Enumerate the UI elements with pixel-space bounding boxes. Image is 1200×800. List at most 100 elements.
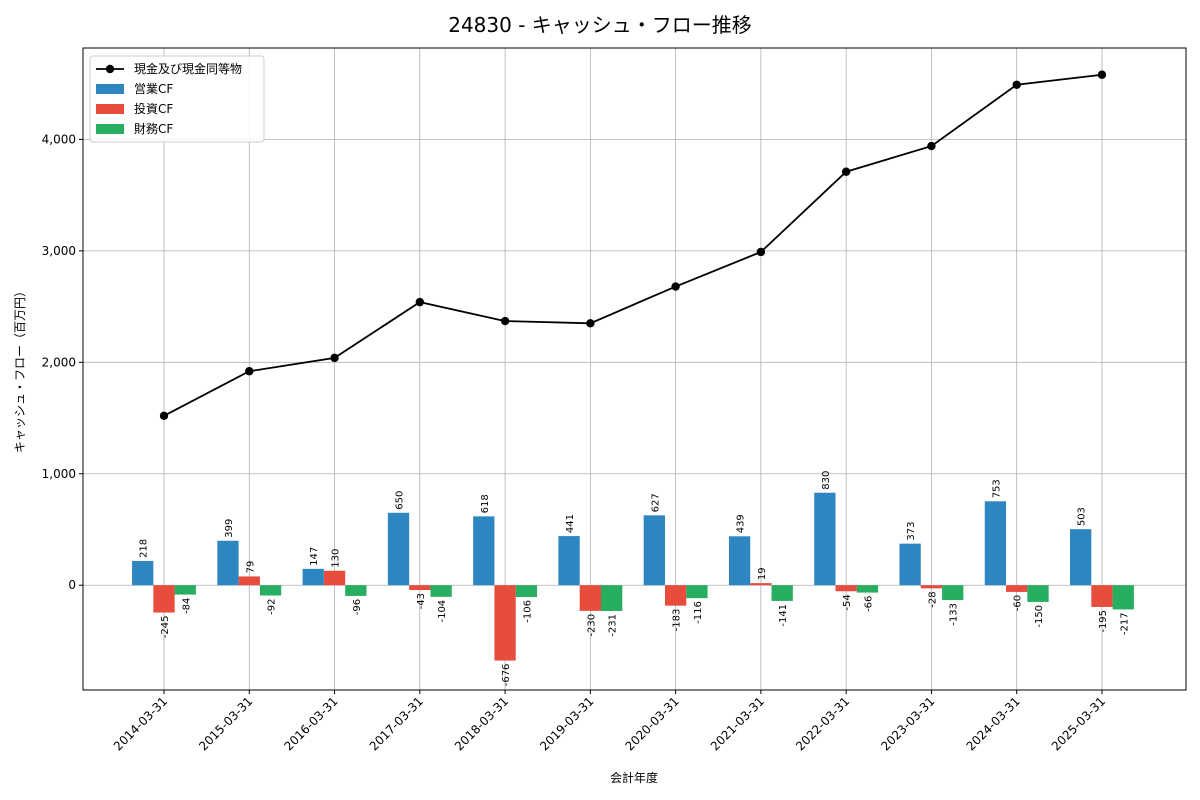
- bar: [1091, 585, 1113, 607]
- bar-value-label: -106: [522, 600, 533, 623]
- bar-value-label: 650: [395, 491, 406, 510]
- grid-layer: [83, 48, 1186, 690]
- cash-point: [500, 316, 510, 326]
- bar-value-label: 147: [309, 547, 320, 566]
- cash-line: [163, 73, 1103, 417]
- cash-point: [1097, 70, 1107, 79]
- y-tick-label: 3,000: [42, 244, 76, 258]
- line-layer: [159, 70, 1107, 421]
- bar: [387, 512, 410, 586]
- cash-point: [245, 367, 254, 376]
- legend-label: 投資CF: [134, 101, 173, 116]
- bar-value-label: -96: [352, 599, 363, 615]
- legend-label: 営業CF: [134, 82, 173, 96]
- bar: [430, 585, 452, 597]
- bar: [835, 585, 857, 592]
- cash-point: [927, 141, 936, 151]
- bar: [302, 568, 324, 586]
- x-tick-label: 2025-03-31: [1049, 694, 1108, 753]
- y-tick-label: 0: [68, 578, 76, 592]
- bar-value-label: -133: [949, 603, 960, 626]
- legend-bar-swatch: [96, 124, 124, 134]
- legend-bar-swatch: [96, 104, 124, 114]
- bar: [132, 560, 154, 586]
- bar-value-label: 503: [1077, 507, 1088, 526]
- legend-bar-swatch: [96, 84, 124, 94]
- bar: [238, 576, 260, 586]
- bar-value-label: -60: [1013, 595, 1024, 611]
- cash-point: [841, 167, 851, 176]
- bar: [728, 536, 751, 586]
- bar-value-label: -43: [416, 593, 427, 609]
- bar-value-label: -217: [1119, 612, 1130, 635]
- bar: [814, 492, 836, 586]
- x-axis-label: 会計年度: [610, 770, 658, 785]
- bar: [174, 585, 196, 595]
- cash-point: [671, 282, 680, 291]
- bar-value-label: 79: [245, 561, 256, 574]
- y-axis-label: キャッシュ・フロー（百万円）: [13, 285, 27, 453]
- bar-value-label: 373: [906, 522, 917, 541]
- bar-value-label: 399: [224, 519, 235, 538]
- bar: [494, 585, 516, 661]
- bar: [984, 501, 1007, 586]
- bar-value-label: 218: [139, 539, 150, 558]
- legend-label: 現金及び現金同等物: [134, 61, 242, 76]
- bar: [942, 585, 964, 601]
- bar-value-label: -28: [927, 591, 938, 607]
- bar-value-label: 618: [480, 494, 491, 513]
- legend-label: 財務CF: [134, 121, 173, 136]
- bar: [856, 585, 879, 593]
- bar: [259, 585, 282, 596]
- plot-frame: [82, 47, 1187, 691]
- legend-box: [89, 55, 265, 143]
- bar: [1070, 529, 1092, 586]
- y-tick-label: 4,000: [42, 132, 76, 146]
- bar: [515, 585, 538, 598]
- bar: [345, 585, 367, 596]
- bar-value-label: -54: [842, 594, 853, 610]
- bar: [579, 585, 601, 611]
- bar-value-label: -183: [672, 609, 683, 632]
- bar: [601, 585, 623, 611]
- bar: [217, 540, 239, 586]
- x-tick-label: 2015-03-31: [196, 694, 255, 753]
- cash-point: [586, 319, 595, 328]
- x-tick-label: 2017-03-31: [367, 694, 426, 753]
- bar: [1112, 585, 1134, 610]
- bar-value-label: 130: [331, 549, 342, 568]
- bar-value-label: -245: [160, 616, 171, 639]
- bar-value-label: -116: [693, 601, 704, 624]
- bar: [558, 536, 580, 586]
- x-tick-label: 2014-03-31: [111, 694, 170, 753]
- chart-title: 24830 - キャッシュ・フロー推移: [448, 13, 752, 37]
- x-tick-label: 2022-03-31: [793, 694, 852, 753]
- bar: [1006, 585, 1028, 592]
- bar-value-label: -92: [267, 598, 278, 614]
- bar: [153, 585, 175, 613]
- bar: [473, 516, 495, 586]
- y-tick-label: 1,000: [42, 467, 76, 481]
- cash-point: [330, 353, 339, 363]
- bars-layer: 218 399 147 650 618 441 627 439 830 373 753 503 -245…: [132, 471, 1134, 686]
- cash-point: [159, 411, 169, 421]
- x-tick-label: 2024-03-31: [964, 694, 1023, 753]
- bar-value-label: 439: [736, 514, 747, 533]
- bar-value-label: 753: [991, 479, 1002, 498]
- x-tick-label: 2023-03-31: [878, 694, 937, 753]
- x-tick-label: 2021-03-31: [708, 694, 767, 753]
- bar: [899, 543, 921, 586]
- bar-value-label: -230: [586, 614, 597, 637]
- bar-value-label: 441: [565, 514, 576, 533]
- bar: [323, 570, 346, 586]
- bar-value-label: -66: [863, 596, 874, 612]
- bar: [686, 585, 708, 599]
- y-tick-label: 2,000: [42, 355, 76, 369]
- bar: [750, 583, 772, 586]
- cash-point: [756, 247, 766, 257]
- bar: [643, 515, 665, 586]
- bar: [920, 585, 943, 589]
- axes-layer: 0 1,000 2,000 3,000 4,000 2014-03-31 2015-03-3…: [42, 132, 1108, 753]
